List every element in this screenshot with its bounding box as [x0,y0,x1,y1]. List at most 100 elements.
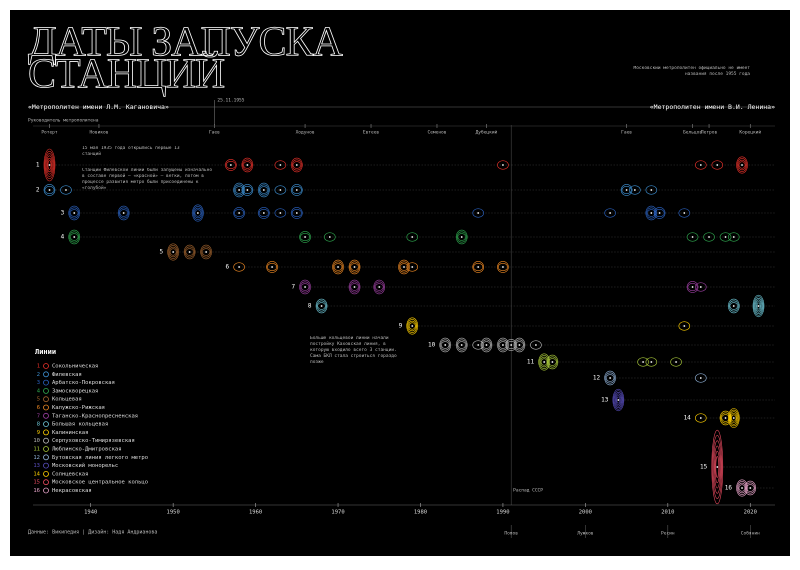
legend-number: 7 [37,413,40,419]
station-mark [497,337,509,353]
annotation-box: Станции Филевской линии были запущены из… [82,168,213,191]
leader-name: Петров [701,130,718,136]
station-mark [620,184,633,196]
row-number: 2 [36,187,40,194]
row-number: 15 [700,464,708,471]
station-mark [274,185,287,195]
legend-number: 13 [33,463,40,469]
station-mark [637,357,649,367]
station-mark [274,160,287,170]
station-mark [455,337,468,353]
credits: Данные: Википедия | Дизайн: Надя Андриан… [28,530,157,536]
leader-name: Корецкий [739,130,761,136]
legend-label: Сокольническая [52,364,98,370]
legend-label: Солнцевская [52,471,88,477]
annotation: Распад СССР [513,488,543,494]
station-mark [291,207,303,219]
row-number: 8 [308,303,312,310]
x-tick-label: 2020 [744,510,757,516]
row-number: 11 [527,359,535,366]
legend-number: 10 [33,438,40,444]
station-mark [43,148,56,182]
station-mark [323,232,336,242]
legend-swatch [43,396,49,403]
legend-number: 6 [37,405,40,411]
station-mark [315,298,328,314]
station-mark [538,353,550,371]
legend-title: Линии [35,348,56,356]
station-mark [678,208,691,218]
era-date: 25.11.1955 [217,98,244,104]
legend-swatch [43,454,49,461]
row-number: 12 [593,375,601,382]
legend-number: 14 [33,471,40,477]
station-mark [629,185,641,195]
station-mark [398,259,410,275]
row-number: 5 [160,249,164,256]
era-right: «Метрополитен имени В.И. Ленина» [650,103,775,111]
station-mark [291,157,303,173]
station-mark [736,156,748,174]
station-mark [43,184,56,196]
mayor-name: Лужков [577,531,594,537]
legend-number: 3 [37,380,40,386]
station-mark [653,207,666,219]
station-mark [200,244,212,260]
legend-label: Калужско-Рижская [52,405,105,411]
annotation: Станции Филевской линии были запущены из… [82,168,213,191]
station-mark [60,185,72,195]
station-mark [612,388,625,412]
row-number: 4 [61,234,65,241]
x-tick-label: 1950 [167,510,180,516]
station-mark [225,159,237,171]
leader-name: Ротерт [41,130,58,136]
legend-label: Московский монорельс [52,463,118,469]
legend-number: 15 [33,480,40,486]
station-mark [736,479,748,497]
station-mark [513,337,526,353]
legend-swatch [43,487,49,494]
legend-swatch [43,437,49,444]
station-mark [719,410,732,426]
legend-swatch [43,371,49,378]
legend-swatch [43,379,49,386]
subtitle: СТАНЦИЙ [28,52,225,98]
station-mark [192,204,204,222]
row-number: 16 [725,485,733,492]
station-mark [348,279,361,295]
station-mark [348,259,361,275]
station-mark [719,232,732,242]
legend-label: Таганско-Краснопресненская [52,413,138,419]
row-number: 3 [61,210,65,217]
annotation-box: Больше кольцевой линии начали постройку … [310,336,397,365]
background [10,10,790,556]
legend-swatch [43,412,49,419]
x-tick-label: 1940 [84,510,97,516]
row-number: 9 [399,323,403,330]
leader-name: Семенов [427,130,446,136]
station-mark [406,262,419,272]
row-number: 10 [428,342,436,349]
station-mark [167,243,179,261]
x-tick-label: 2010 [661,510,674,516]
station-mark [497,261,509,273]
x-tick-label: 1960 [249,510,262,516]
legend-label: Некрасовская [52,488,92,494]
name-note-box: Московский метрополитен официально не им… [634,66,751,77]
row-number: 1 [36,162,40,169]
legend-label: Люблинско-Дмитровская [52,446,122,453]
leader-name: Гаев [621,130,632,136]
station-mark [406,232,419,242]
station-mark [694,373,707,383]
x-tick-label: 2000 [579,510,592,516]
station-mark [645,185,658,195]
station-mark [233,207,245,219]
row-number: 14 [684,415,692,422]
station-mark [480,337,493,353]
station-mark [406,317,419,335]
legend-label: Филевская [52,372,82,378]
station-mark [686,232,699,242]
legend-number: 4 [37,388,41,394]
legend-label: Бутовская линия легкого метро [52,455,148,461]
legend-label: Московское центральное кольцо [52,480,148,486]
